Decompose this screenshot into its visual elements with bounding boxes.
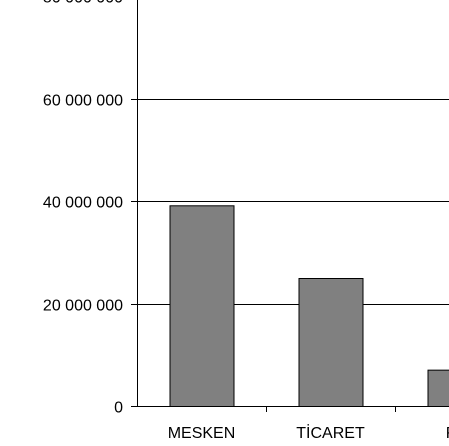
- axes: [131, 0, 449, 412]
- tick-labels: 0 20 000 000 40 000 000 60 000 000 80 000 00…: [43, 0, 449, 442]
- bar-2: [427, 369, 449, 408]
- bar-1: [298, 278, 364, 407]
- y-tick-label: 0: [114, 400, 123, 417]
- y-tick-label: 80 000 000: [43, 0, 123, 7]
- y-tick-label: 20 000 000: [43, 298, 123, 315]
- x-tick-label: MESKEN: [168, 425, 236, 442]
- x-tick-label: TİCARET: [296, 423, 365, 442]
- x-tick-label: R.D: [446, 425, 449, 442]
- bars: [169, 205, 449, 408]
- y-tick-label: 60 000 000: [43, 93, 123, 110]
- bar-0: [169, 205, 235, 407]
- y-tick-label: 40 000 000: [43, 195, 123, 212]
